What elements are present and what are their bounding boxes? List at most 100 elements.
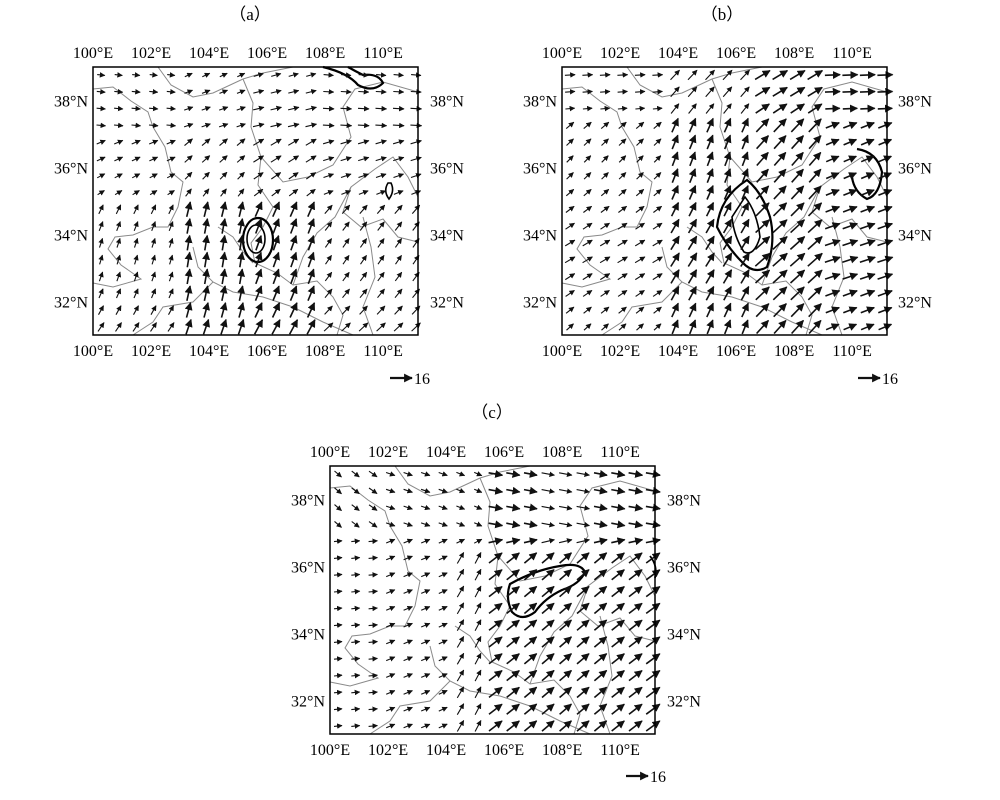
wind-vector bbox=[617, 273, 628, 281]
wind-vector bbox=[357, 139, 370, 145]
wind-vector bbox=[368, 689, 378, 696]
wind-vector bbox=[741, 319, 749, 335]
wind-vector bbox=[523, 686, 538, 699]
wind-vector bbox=[456, 652, 465, 665]
lon-tick-label: 106°E bbox=[716, 343, 756, 360]
lon-tick-label: 100°E bbox=[73, 343, 113, 360]
wind-vector bbox=[219, 218, 228, 234]
wind-vector bbox=[671, 302, 679, 318]
lon-ticks-top: 100°E 102°E 104°E 106°E 108°E 110°E bbox=[73, 45, 403, 62]
wind-vector bbox=[565, 205, 575, 213]
wind-vector bbox=[183, 122, 194, 129]
wind-vector bbox=[410, 139, 422, 145]
wind-vector bbox=[438, 706, 448, 712]
wind-vector bbox=[506, 469, 521, 478]
wind-vector bbox=[583, 323, 592, 331]
wind-vector bbox=[824, 222, 841, 230]
wind-vector bbox=[114, 72, 123, 78]
wind-vector bbox=[474, 585, 482, 598]
wind-vector bbox=[342, 221, 350, 231]
wind-vector bbox=[825, 289, 841, 298]
wind-vector bbox=[333, 572, 343, 578]
wind-vector bbox=[456, 552, 465, 564]
wind-vector bbox=[688, 117, 697, 133]
wind-vector bbox=[270, 138, 282, 146]
wind-vector bbox=[323, 72, 334, 78]
wind-vector bbox=[541, 585, 555, 598]
wind-vector bbox=[582, 105, 593, 112]
wind-vector bbox=[628, 636, 643, 648]
wind-vector bbox=[358, 72, 369, 78]
wind-vector bbox=[341, 322, 351, 332]
wind-vector bbox=[773, 168, 787, 183]
wind-vector bbox=[420, 504, 431, 511]
wind-vector bbox=[377, 221, 385, 231]
wind-vector bbox=[859, 87, 876, 96]
wind-vector bbox=[333, 555, 343, 561]
wind-vector bbox=[705, 252, 715, 267]
wind-vector bbox=[754, 86, 771, 97]
lon-tick-label: 102°E bbox=[131, 343, 171, 360]
wind-vector bbox=[410, 89, 422, 95]
wind-vector bbox=[237, 72, 246, 78]
wind-vector bbox=[617, 289, 628, 297]
wind-vector bbox=[202, 171, 210, 180]
wind-vector bbox=[600, 205, 610, 213]
wind-vector bbox=[824, 255, 841, 264]
wind-vector bbox=[307, 251, 315, 268]
wind-vector bbox=[385, 589, 396, 595]
wind-vector bbox=[564, 239, 576, 247]
lat-tick-label: 34°N bbox=[54, 228, 88, 245]
wind-vector bbox=[593, 503, 608, 512]
wind-vector bbox=[842, 238, 859, 247]
wind-vector bbox=[808, 319, 822, 335]
wind-vector bbox=[645, 720, 661, 732]
wind-vector bbox=[688, 134, 697, 150]
wind-vector bbox=[645, 619, 661, 631]
wind-vector bbox=[593, 669, 608, 682]
wind-vector bbox=[253, 155, 265, 163]
wind-vector bbox=[219, 268, 228, 285]
wind-vector bbox=[237, 302, 245, 318]
wind-vector bbox=[488, 703, 503, 715]
wind-vector bbox=[403, 656, 413, 662]
wind-vector bbox=[376, 305, 386, 315]
wind-vector bbox=[789, 69, 806, 81]
wind-vector bbox=[131, 139, 141, 145]
wind-vector bbox=[860, 138, 875, 146]
wind-vector bbox=[506, 720, 520, 732]
wind-vector bbox=[167, 72, 176, 78]
wind-vector bbox=[392, 122, 405, 129]
wind-vector bbox=[403, 488, 413, 494]
wind-vector bbox=[670, 201, 680, 217]
wind-vector bbox=[824, 70, 841, 79]
wind-vector bbox=[772, 236, 788, 250]
wind-vector bbox=[150, 221, 157, 232]
wind-vector bbox=[645, 520, 661, 529]
wind-vector bbox=[272, 218, 280, 234]
wind-vector bbox=[359, 288, 368, 299]
wind-vector bbox=[358, 322, 369, 332]
wind-vector bbox=[593, 486, 608, 495]
wind-vector bbox=[722, 86, 733, 98]
wind-vector bbox=[565, 89, 576, 95]
wind-vector bbox=[272, 251, 280, 268]
wind-vector bbox=[340, 139, 352, 145]
wind-vector bbox=[653, 155, 662, 163]
wind-vector bbox=[253, 138, 265, 146]
wind-vector bbox=[878, 306, 893, 314]
wind-vector bbox=[287, 122, 300, 128]
wind-vector bbox=[634, 72, 646, 78]
wind-vector bbox=[791, 151, 804, 167]
wind-vector bbox=[576, 619, 590, 631]
wind-vector bbox=[740, 269, 750, 284]
wind-vector bbox=[392, 105, 405, 112]
wind-vector bbox=[438, 555, 448, 561]
wind-vector bbox=[628, 503, 644, 512]
wind-vector bbox=[558, 521, 573, 528]
wind-vector bbox=[723, 201, 732, 217]
wind-vector bbox=[359, 238, 368, 248]
wind-vector bbox=[860, 289, 876, 298]
lon-tick-label: 102°E bbox=[131, 45, 171, 62]
wind-vector bbox=[96, 139, 106, 145]
